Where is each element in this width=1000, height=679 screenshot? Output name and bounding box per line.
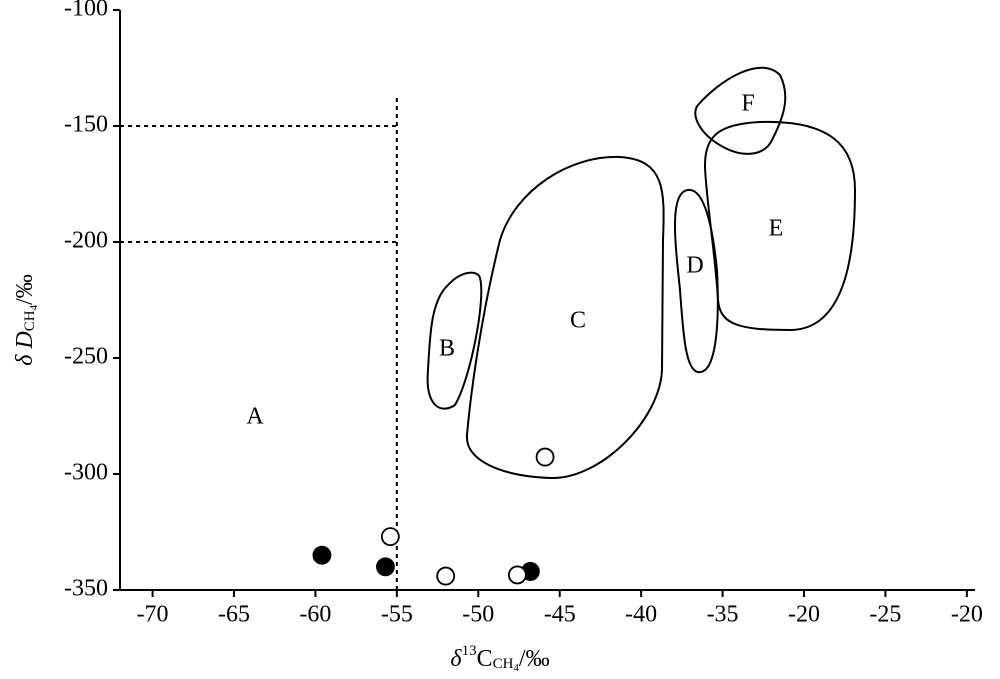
point — [436, 566, 456, 586]
region-c — [465, 155, 665, 480]
y-tick-label: -150 — [64, 112, 108, 138]
x-label-part: 13 — [462, 643, 477, 659]
x-tick-label: -60 — [299, 602, 331, 628]
y-tick-label: -200 — [64, 228, 108, 254]
x-tick-label: -65 — [218, 602, 250, 628]
region-label: C — [570, 308, 586, 334]
y-tick-label: -300 — [64, 460, 108, 486]
region-label: A — [246, 404, 264, 430]
y-tick-label: -350 — [64, 576, 108, 602]
region-b — [426, 271, 483, 410]
x-tick-label: -50 — [462, 602, 494, 628]
x-label-part: CH — [493, 656, 514, 672]
y-axis-label: δ DCH4/‰ — [12, 274, 40, 366]
y-label-part: 4 — [28, 304, 40, 310]
region-label: E — [769, 216, 784, 242]
region-label: B — [439, 336, 455, 362]
y-label-part: CH — [22, 310, 38, 331]
x-tick-label: -20 — [788, 602, 820, 628]
region-d — [674, 189, 719, 374]
region-label: D — [686, 253, 703, 279]
point — [376, 557, 395, 577]
x-tick-label: -55 — [381, 602, 413, 628]
x-axis-label: δ13CCH4/‰ — [450, 643, 549, 673]
point — [535, 447, 555, 467]
x-label-part: /‰ — [519, 646, 550, 672]
point — [507, 565, 527, 585]
x-tick-label: -20 — [951, 602, 983, 628]
region-e — [703, 120, 857, 332]
point — [312, 545, 332, 565]
y-label-part: δ D — [12, 331, 38, 366]
region-label: F — [741, 91, 754, 117]
y-tick-label: -100 — [64, 0, 108, 22]
x-tick-label: -40 — [625, 602, 657, 628]
x-tick-label: -25 — [869, 602, 901, 628]
x-label-part: δ — [450, 646, 462, 672]
x-tick-label: -70 — [137, 602, 169, 628]
x-tick-label: -45 — [544, 602, 576, 628]
x-label-part: C — [477, 646, 493, 672]
x-label-part: 4 — [513, 662, 519, 674]
region-f — [694, 66, 787, 155]
point — [380, 527, 400, 547]
x-tick-label: -35 — [707, 602, 739, 628]
y-label-part: /‰ — [12, 274, 38, 305]
y-tick-label: -250 — [64, 344, 108, 370]
